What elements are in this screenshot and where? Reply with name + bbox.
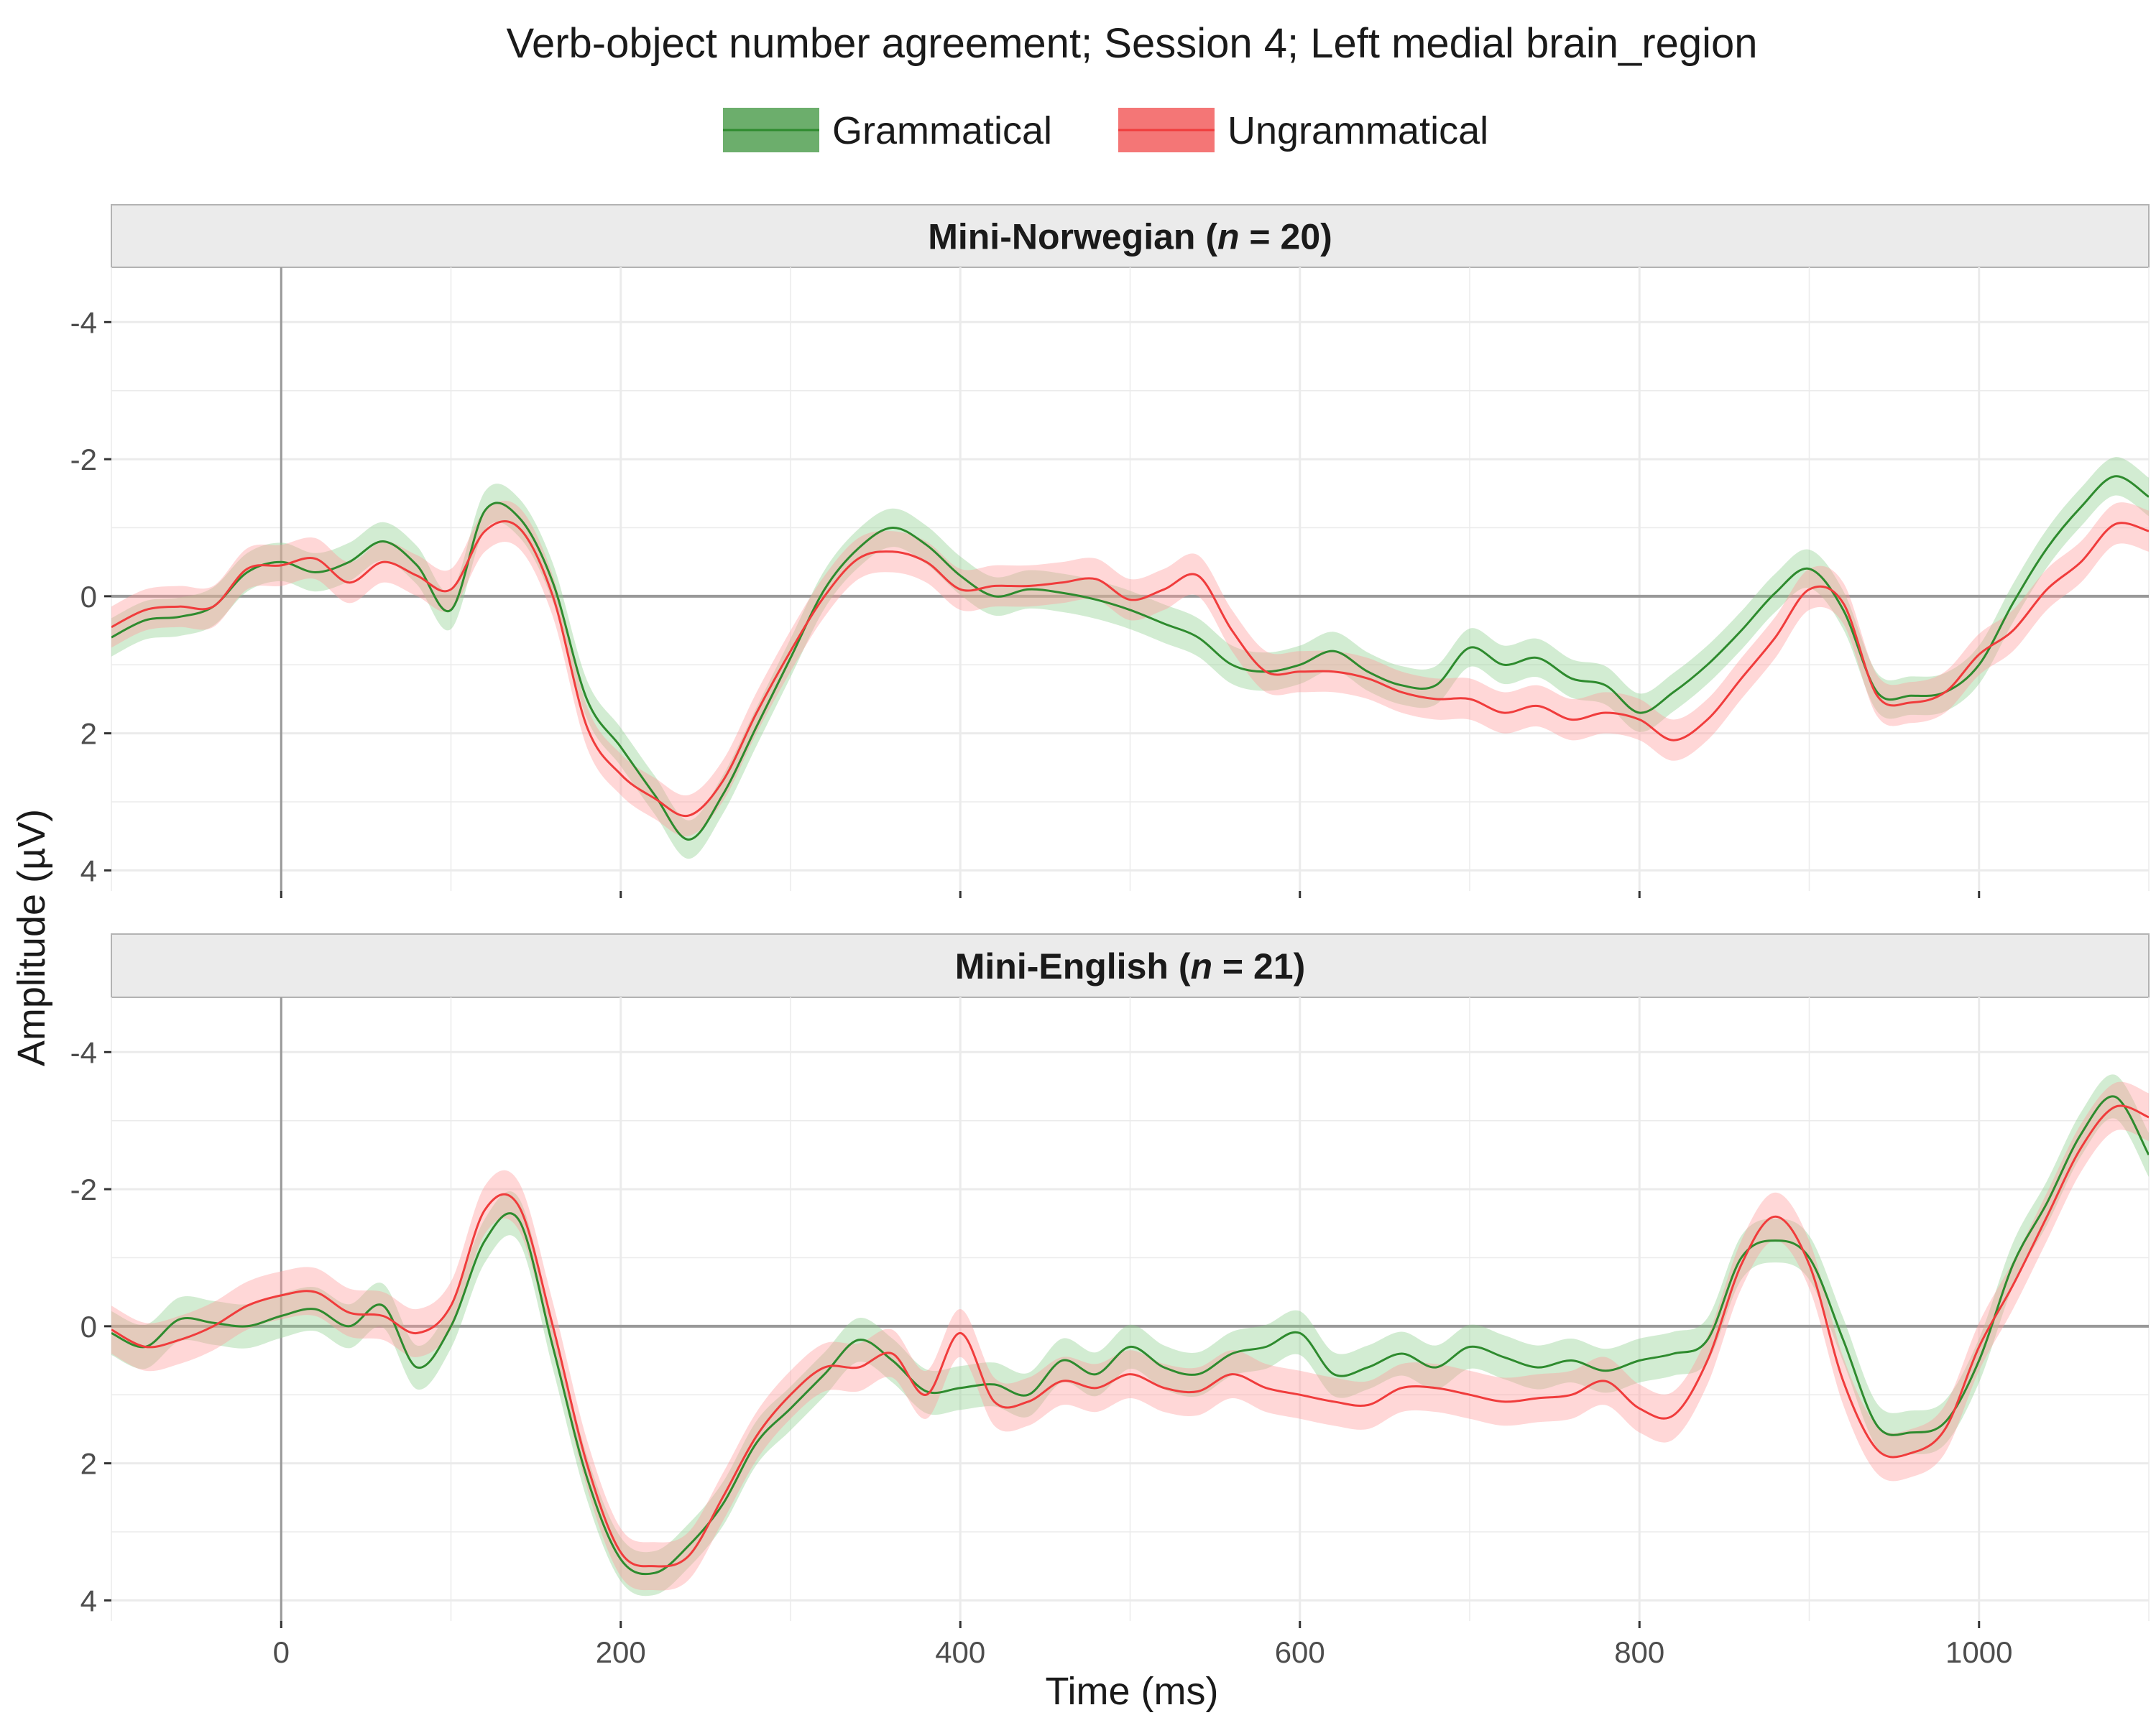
series-layer	[111, 1074, 2149, 1597]
y-tick-label: 2	[80, 1447, 97, 1481]
line-ungrammatical	[111, 520, 2149, 818]
panel-strip-label: Mini-English (n = 21)	[955, 946, 1306, 987]
legend-label-grammatical: Grammatical	[832, 109, 1052, 152]
panels: Mini-Norwegian (n = 20)-4-2024Mini-Engli…	[70, 204, 2150, 1669]
y-tick-label: 2	[80, 717, 97, 751]
panel-strip	[111, 933, 2150, 998]
line-grammatical	[111, 1095, 2149, 1576]
y-tick-label: -4	[70, 305, 97, 339]
line-ungrammatical	[111, 1104, 2149, 1568]
chart-title: Verb-object number agreement; Session 4;…	[506, 20, 1757, 67]
legend-item-ungrammatical[interactable]: Ungrammatical	[1118, 108, 1488, 152]
strip-label-prefix: Mini-English (	[955, 946, 1191, 987]
strip-label-suffix: = 21)	[1212, 946, 1305, 987]
x-tick-label: 400	[935, 1635, 985, 1669]
strip-label-italic: n	[1217, 217, 1240, 257]
legend-label-ungrammatical: Ungrammatical	[1227, 109, 1488, 152]
panel-1: Mini-Norwegian (n = 20) -4 -2 0 2 4	[70, 204, 2150, 898]
panel-2: Mini-English (n = 21) -4 -2 0 2 4 0 200 400 600 80…	[70, 933, 2150, 1669]
y-tick-label: 0	[80, 580, 97, 614]
strip-label-suffix: = 20)	[1240, 217, 1332, 257]
y-axis-label: Amplitude (µV)	[10, 809, 53, 1066]
x-tick-label: 600	[1275, 1635, 1325, 1669]
x-tick-label: 0	[273, 1635, 290, 1669]
y-tick-label: -2	[70, 1173, 97, 1206]
ribbon-grammatical	[111, 1074, 2149, 1597]
line-grammatical	[111, 475, 2149, 841]
series-layer	[111, 457, 2149, 859]
panel-strip	[111, 204, 2150, 268]
legend[interactable]: Grammatical Ungrammatical	[723, 108, 1488, 152]
ribbon-ungrammatical	[111, 500, 2149, 837]
strip-label-italic: n	[1190, 946, 1212, 987]
y-tick-label: -4	[70, 1035, 97, 1069]
y-tick-label: 0	[80, 1310, 97, 1344]
y-tick-label: -2	[70, 443, 97, 476]
grid	[111, 997, 2150, 1621]
strip-label-prefix: Mini-Norwegian (	[928, 217, 1217, 257]
x-axis-label: Time (ms)	[1046, 1670, 1219, 1713]
ribbon-grammatical	[111, 457, 2149, 859]
y-tick-label: 4	[80, 1584, 97, 1617]
x-tick-label: 800	[1614, 1635, 1664, 1669]
panel-strip-label: Mini-Norwegian (n = 20)	[928, 217, 1332, 257]
y-tick-label: 4	[80, 854, 97, 887]
x-tick-label: 200	[596, 1635, 646, 1669]
legend-item-grammatical[interactable]: Grammatical	[723, 108, 1052, 152]
x-tick-label: 1000	[1945, 1635, 2012, 1669]
